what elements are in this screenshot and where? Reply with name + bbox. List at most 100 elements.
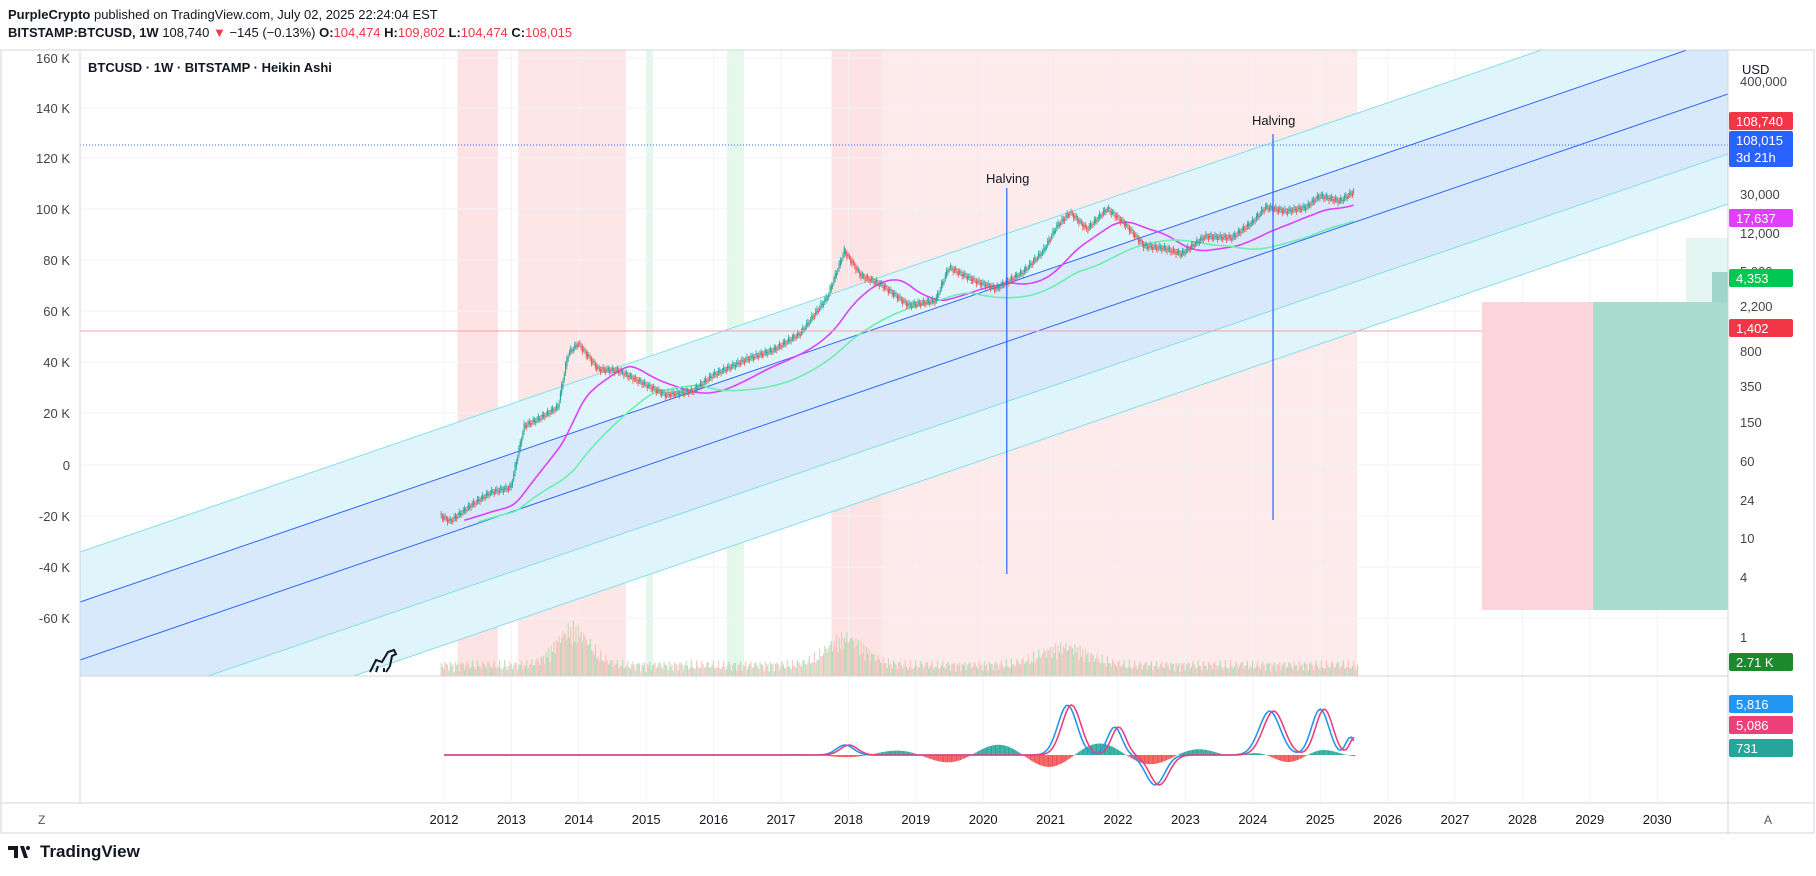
auto-scale-button[interactable]: A	[1764, 813, 1772, 827]
volume-bar	[1226, 667, 1228, 676]
volume-bar	[912, 669, 914, 676]
volume-bar	[1162, 666, 1164, 676]
macd-histogram-bar	[1093, 744, 1095, 755]
candle	[1154, 244, 1156, 248]
volume-bar	[566, 638, 568, 676]
candle	[1215, 236, 1217, 238]
candle	[448, 519, 450, 521]
volume-bar	[903, 664, 905, 676]
candle	[953, 269, 956, 271]
candle	[1306, 206, 1308, 208]
volume-bar	[450, 665, 453, 676]
candle	[1117, 215, 1119, 217]
volume-bar	[550, 645, 552, 676]
candle	[1167, 248, 1169, 250]
currency-label[interactable]: USD	[1742, 62, 1769, 77]
volume-bar	[689, 667, 691, 676]
candle	[541, 414, 543, 418]
candle	[708, 375, 711, 379]
tradingview-logo[interactable]: TradingView	[8, 842, 140, 862]
candle	[1336, 199, 1338, 201]
macd-histogram-bar	[1261, 753, 1264, 755]
macd-histogram-bar	[1084, 748, 1086, 755]
candle	[856, 268, 858, 270]
volume-bar	[471, 660, 473, 676]
volume-bar	[1281, 665, 1283, 676]
macd-histogram-bar	[856, 755, 858, 757]
volume-bar	[793, 665, 795, 676]
volume-bar	[800, 666, 803, 676]
candle	[745, 359, 747, 361]
volume-bar	[970, 668, 972, 676]
candle	[693, 390, 695, 393]
candle	[1012, 279, 1014, 281]
candle	[1075, 216, 1077, 218]
volume-bar	[1201, 670, 1203, 676]
candle	[1258, 215, 1260, 217]
candle	[1271, 207, 1273, 209]
volume-bar	[561, 637, 563, 676]
volume-bar	[926, 662, 928, 676]
volume-bar	[732, 664, 734, 676]
volume-bar	[1302, 670, 1304, 676]
macd-histogram-bar	[1033, 755, 1035, 763]
volume-bar	[1069, 645, 1071, 676]
macd-histogram-bar	[910, 752, 912, 755]
macd-histogram-bar	[1289, 755, 1291, 762]
volume-bar	[824, 645, 826, 676]
volume-bar	[557, 641, 559, 676]
zoom-button-z[interactable]: Z	[38, 813, 45, 827]
candle	[574, 345, 576, 349]
macd-histogram-bar	[1329, 750, 1331, 755]
candle	[601, 369, 603, 371]
candle	[995, 288, 997, 290]
volume-bar	[854, 647, 856, 676]
macd-histogram-bar	[1259, 753, 1261, 755]
publisher-name[interactable]: PurpleCrypto	[8, 7, 91, 22]
candle	[649, 384, 651, 387]
candle	[916, 303, 918, 306]
candle	[917, 301, 919, 304]
candle	[1309, 205, 1311, 207]
volume-bar	[631, 664, 633, 676]
macd-histogram-bar	[884, 751, 886, 755]
candle	[654, 388, 656, 390]
volume-bar	[973, 661, 975, 676]
volume-bar	[1126, 668, 1128, 676]
macd-histogram-bar	[953, 755, 955, 762]
candle	[1023, 269, 1025, 272]
candle	[920, 303, 922, 306]
candle	[1223, 235, 1225, 238]
candle	[683, 392, 685, 394]
candle	[692, 391, 694, 393]
macd-histogram-bar	[1353, 755, 1356, 757]
macd-histogram-bar	[1217, 753, 1220, 755]
macd-histogram-bar	[1193, 749, 1195, 755]
volume-bar	[478, 666, 480, 676]
candle	[1108, 207, 1110, 209]
volume-bar	[873, 654, 875, 676]
candle	[460, 513, 462, 515]
volume-bar	[1053, 653, 1055, 676]
volume-bar	[870, 653, 873, 676]
macd-histogram-bar	[1206, 750, 1208, 755]
macd-histogram-bar	[1003, 745, 1006, 755]
macd-histogram-bar	[900, 750, 902, 755]
candle	[964, 273, 966, 276]
volume-bar	[1245, 665, 1247, 676]
volume-bar	[1152, 670, 1154, 676]
volume-bar	[937, 660, 939, 676]
low-value: 104,474	[460, 25, 508, 40]
volume-bar	[607, 664, 609, 676]
candle	[1105, 211, 1107, 213]
candle	[1114, 214, 1116, 218]
time-axis-tick-label: 2016	[699, 812, 728, 827]
candle	[1159, 246, 1162, 248]
left-axis-tick-label: 160 K	[36, 51, 70, 66]
volume-bar	[1057, 645, 1059, 676]
volume-bar	[610, 660, 612, 676]
candle	[885, 285, 887, 288]
macd-histogram-bar	[1172, 755, 1174, 758]
volume-bar	[540, 656, 542, 676]
